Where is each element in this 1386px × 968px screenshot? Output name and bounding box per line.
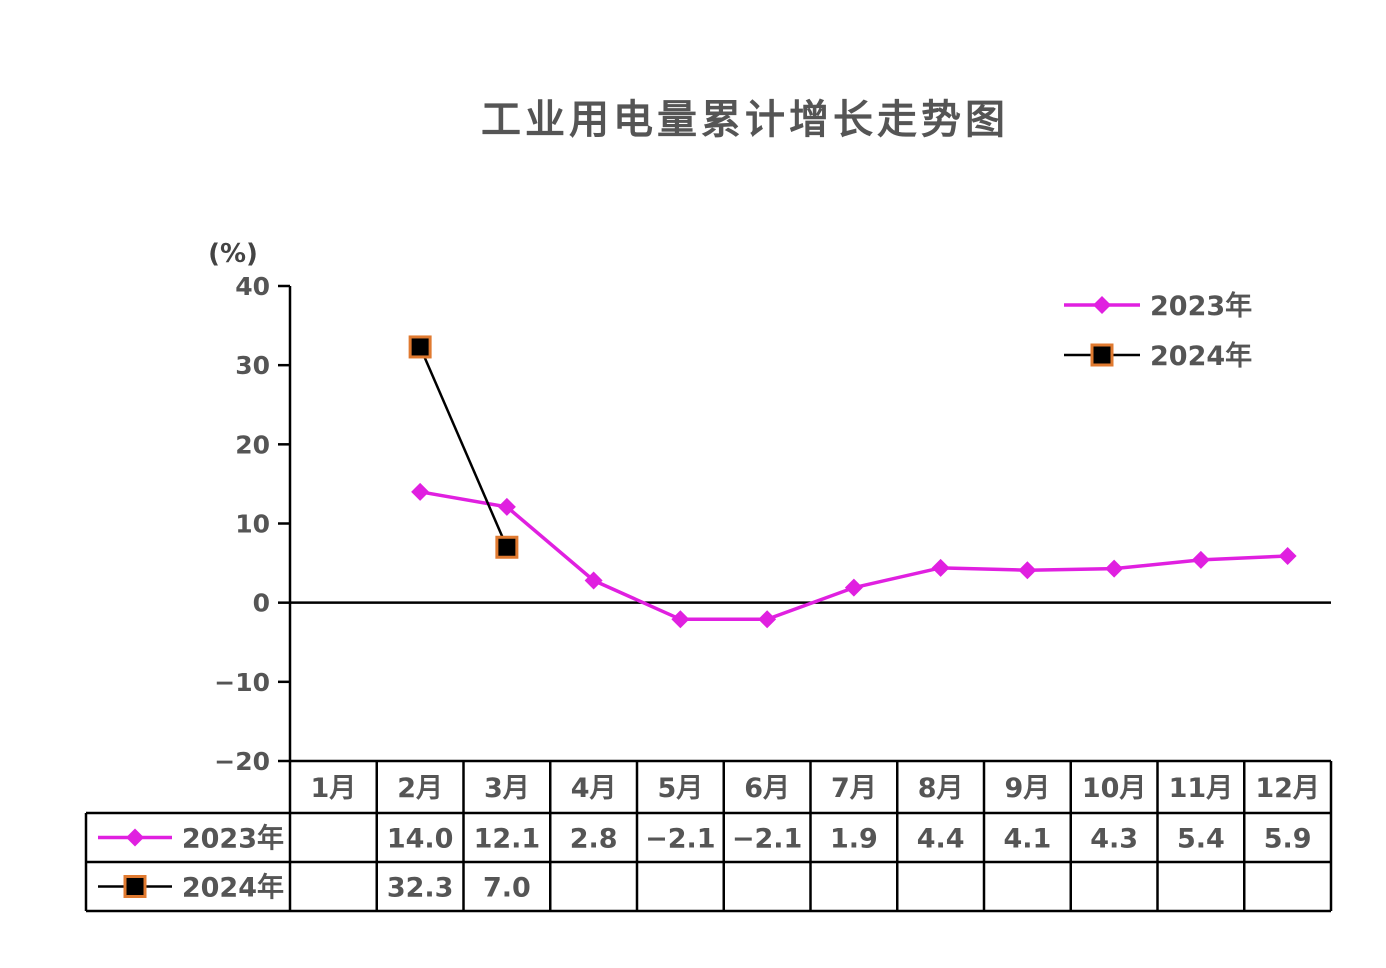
data-point [931,558,950,577]
table-row-1: 2023年 14.0 12.1 2.8 −2.1 −2.1 1.9 4.4 4.1 4.3 5.4 5… [98,823,1312,855]
category-label: 1月 [310,773,356,804]
category-label: 6月 [744,773,790,804]
legend: 2023年 2024年 [1064,290,1252,372]
series-layer [408,335,1297,629]
y-tick-label: 20 [235,430,270,459]
data-label: 5.4 [1177,824,1225,855]
data-label: 2.8 [570,824,618,855]
legend-entry: 2023年 [1064,290,1252,322]
data-label: 1.9 [830,824,878,855]
category-label: 8月 [918,773,964,804]
table-row-2: 2024年 32.3 7.0 [98,872,531,904]
y-tick-label: 40 [235,272,270,301]
data-label: 32.3 [387,873,454,904]
category-label: 12月 [1255,773,1320,804]
data-point [497,497,516,516]
data-point [758,610,777,629]
data-point [671,610,690,629]
y-tick-label: −20 [214,747,270,776]
series-2 [408,335,519,559]
category-label: 4月 [571,773,617,804]
legend-marker [123,875,147,898]
y-tick-label: 30 [235,351,270,380]
legend-entry: 2024年 [1064,340,1252,372]
data-label: 4.1 [1003,824,1051,855]
data-point [584,571,603,590]
data-label: 4.4 [917,824,965,855]
data-label: 4.3 [1090,824,1138,855]
data-point [495,535,519,559]
y-tick-label: −10 [214,668,270,697]
data-point [844,578,863,597]
legend-label: 2024年 [1150,340,1252,372]
data-point [1105,559,1124,578]
data-point [1278,546,1297,565]
category-label: 3月 [484,773,530,804]
legend-marker [126,828,144,847]
category-label: 7月 [831,773,877,804]
y-axis-unit: (%) [208,239,258,269]
category-label: 10月 [1082,773,1147,804]
data-point [408,335,432,359]
data-table: 1月 2月 3月 4月 5月 6月 7月 8月 9月 10月 11月 12月 2023年 14.0 12.1… [84,759,1333,913]
category-label: 5月 [657,773,703,804]
data-label: 12.1 [474,824,541,855]
y-tick-label: 10 [235,510,270,539]
data-label: 7.0 [483,873,531,904]
data-label: 14.0 [387,824,454,855]
series-line [419,490,1288,622]
row-label: 2024年 [182,872,284,904]
chart-title: 工业用电量累计增长走势图 [481,97,1009,143]
series-line [418,346,509,548]
legend-marker [1093,296,1111,314]
data-point [1191,550,1210,569]
data-point [1018,561,1037,580]
row-label: 2023年 [182,823,284,855]
category-label: 2月 [397,773,443,804]
legend-label: 2023年 [1150,290,1252,322]
category-label: 11月 [1169,773,1234,804]
data-label: −2.1 [732,824,802,855]
category-label: 9月 [1004,773,1050,804]
legend-marker [1090,343,1114,367]
data-point [411,482,430,501]
data-label: −2.1 [645,824,715,855]
data-label: 5.9 [1264,824,1312,855]
series-1 [411,482,1297,629]
y-tick-label: 0 [253,589,270,618]
